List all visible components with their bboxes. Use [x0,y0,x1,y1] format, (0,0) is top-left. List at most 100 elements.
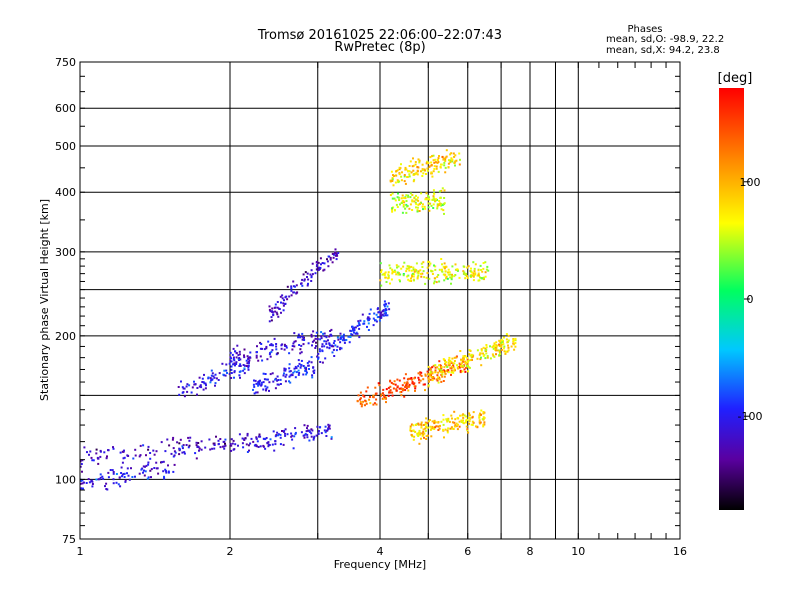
data-point [447,419,450,422]
data-point [449,359,451,362]
data-point [173,454,176,457]
data-point [127,474,130,477]
data-point [327,339,329,342]
data-point [272,430,275,433]
data-point [167,464,169,467]
data-point [422,383,425,386]
data-point [195,441,198,444]
data-point [147,445,150,448]
data-point [455,159,458,162]
data-point [459,158,461,161]
data-point [444,171,447,174]
data-point [472,421,475,424]
data-point [223,441,226,443]
data-point [268,353,271,356]
data-point [90,479,93,482]
data-point [359,401,362,403]
data-point [402,205,405,208]
data-point [405,386,408,388]
data-point [428,209,431,212]
data-point [273,306,276,309]
data-point [228,362,231,365]
data-point [440,365,443,368]
data-point [269,351,272,354]
data-point [430,161,433,164]
data-point [306,272,309,275]
data-point [414,163,417,166]
data-point [92,459,95,462]
data-point [422,208,424,211]
data-point [430,376,433,378]
data-point [236,344,239,347]
data-point [400,179,403,182]
data-point [381,313,384,316]
data-point [464,370,467,373]
data-point [505,338,508,341]
data-point [433,371,436,374]
data-point [424,374,427,377]
data-point [475,425,477,428]
data-point [183,452,186,455]
data-point [311,376,314,379]
data-point [306,276,308,278]
data-point [392,387,395,390]
data-point [266,386,269,389]
data-point [450,414,453,417]
data-point [311,344,313,347]
data-point [448,420,451,423]
data-point [393,380,396,383]
data-point [385,397,387,400]
data-point [419,269,422,272]
data-point [99,473,102,476]
data-point [442,418,445,421]
data-point [190,391,193,394]
data-point [246,362,249,365]
data-point [458,163,461,166]
data-point [411,272,414,275]
data-point [214,373,217,376]
data-point [331,344,333,347]
data-point [485,348,488,351]
data-point [438,427,441,430]
data-point [406,382,409,385]
data-point [463,414,466,417]
data-point [485,346,488,349]
data-point [432,170,435,173]
data-point [179,448,181,451]
data-point [398,168,401,171]
data-point [435,281,438,284]
data-point [230,372,233,374]
data-point [427,194,429,197]
data-point [290,285,293,288]
data-point [247,364,250,367]
data-point [317,352,320,355]
data-point [97,457,99,460]
data-point [153,467,156,469]
data-point [492,354,495,357]
data-point [304,271,307,274]
data-point [427,420,430,423]
data-point [420,423,423,426]
data-point [247,366,250,369]
data-point [423,432,426,435]
data-point [86,451,88,454]
data-point [439,364,442,367]
data-point [297,365,300,368]
data-point [482,411,485,413]
data-point [409,429,412,432]
data-point [274,443,277,446]
data-point [428,260,431,263]
data-point [254,379,257,382]
data-point [271,311,274,314]
data-point [149,457,152,460]
data-point [420,421,423,424]
data-point [418,161,421,164]
data-point [494,344,496,347]
data-point [319,338,322,341]
data-point [292,285,295,288]
data-point [285,373,288,376]
data-point [473,270,476,273]
data-point [387,276,390,279]
x-tick-label: 1 [77,545,84,558]
data-point [267,441,270,444]
